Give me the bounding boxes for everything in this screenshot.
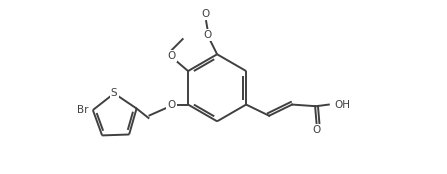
Text: OH: OH [334,100,350,110]
Text: Br: Br [76,105,88,115]
Text: O: O [203,30,212,40]
Text: O: O [202,9,210,19]
Text: O: O [312,125,321,135]
Text: O: O [167,51,176,61]
Text: O: O [167,100,176,110]
Text: S: S [111,88,118,98]
